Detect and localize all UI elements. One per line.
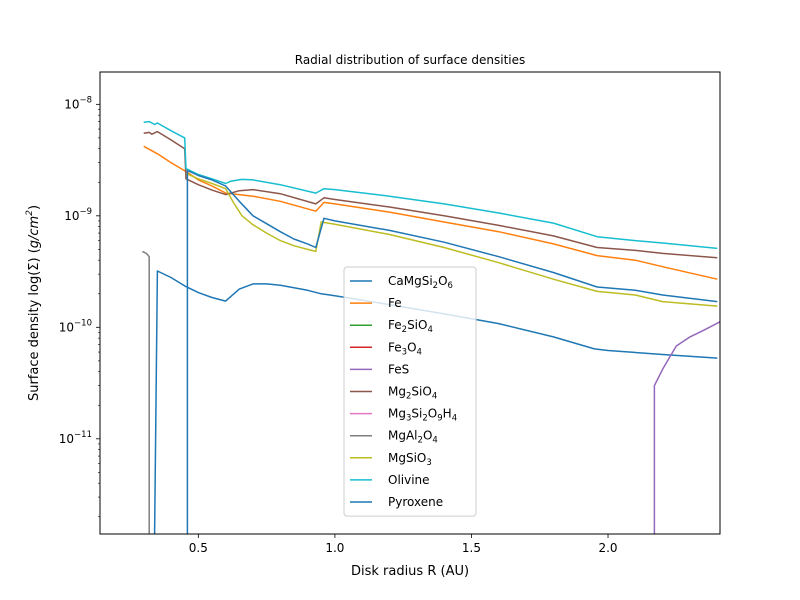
axes-layer: 0.5 1.0 1.5 2.0 10−11 10−10 10−9 10−8 xyxy=(59,95,618,555)
series-line-0 xyxy=(153,270,718,534)
legend-label: Fe xyxy=(388,296,402,310)
legend-label: Fe3O4 xyxy=(388,340,422,357)
plot-frame xyxy=(99,71,721,535)
series-line-4 xyxy=(653,321,720,534)
y-tick-label: 10−10 xyxy=(59,318,92,334)
legend-label: CaMgSi2O6 xyxy=(388,274,453,291)
legend-label: FeS xyxy=(388,362,409,376)
legend-label: Fe2SiO4 xyxy=(388,318,433,335)
series-line-9 xyxy=(143,120,718,250)
series-line-7 xyxy=(141,250,150,534)
series-line-10 xyxy=(186,169,718,534)
legend-label: Olivine xyxy=(388,473,430,487)
legend-label: MgAl2O4 xyxy=(388,429,438,446)
series-line-8 xyxy=(185,172,718,307)
legend: CaMgSi2O6 Fe Fe2SiO4 Fe3O4 FeS Mg2SiO4 Mg3Si2O… xyxy=(343,266,477,517)
series-line-5 xyxy=(143,130,718,259)
y-tick-label: 10−9 xyxy=(64,207,92,223)
legend-label: MgSiO3 xyxy=(388,451,432,468)
legend-label: Mg2SiO4 xyxy=(388,385,437,402)
x-axis-label: Disk radius R (AU) xyxy=(351,564,469,579)
legend-label: Mg3Si2O9H4 xyxy=(388,407,457,424)
legend-box xyxy=(343,266,477,517)
legend-label: Pyroxene xyxy=(388,495,443,509)
x-tick-label: 1.5 xyxy=(462,541,481,555)
y-tick-label: 10−11 xyxy=(59,430,92,446)
x-tick-label: 0.5 xyxy=(189,541,208,555)
chart-title: Radial distribution of surface densities xyxy=(295,53,526,67)
x-tick-label: 2.0 xyxy=(598,541,617,555)
series-layer xyxy=(141,120,720,534)
y-tick-label: 10−8 xyxy=(64,95,92,111)
x-tick-label: 1.0 xyxy=(325,541,344,555)
y-axis-label: Surface density log(Σ) (g/cm2) xyxy=(25,205,42,401)
